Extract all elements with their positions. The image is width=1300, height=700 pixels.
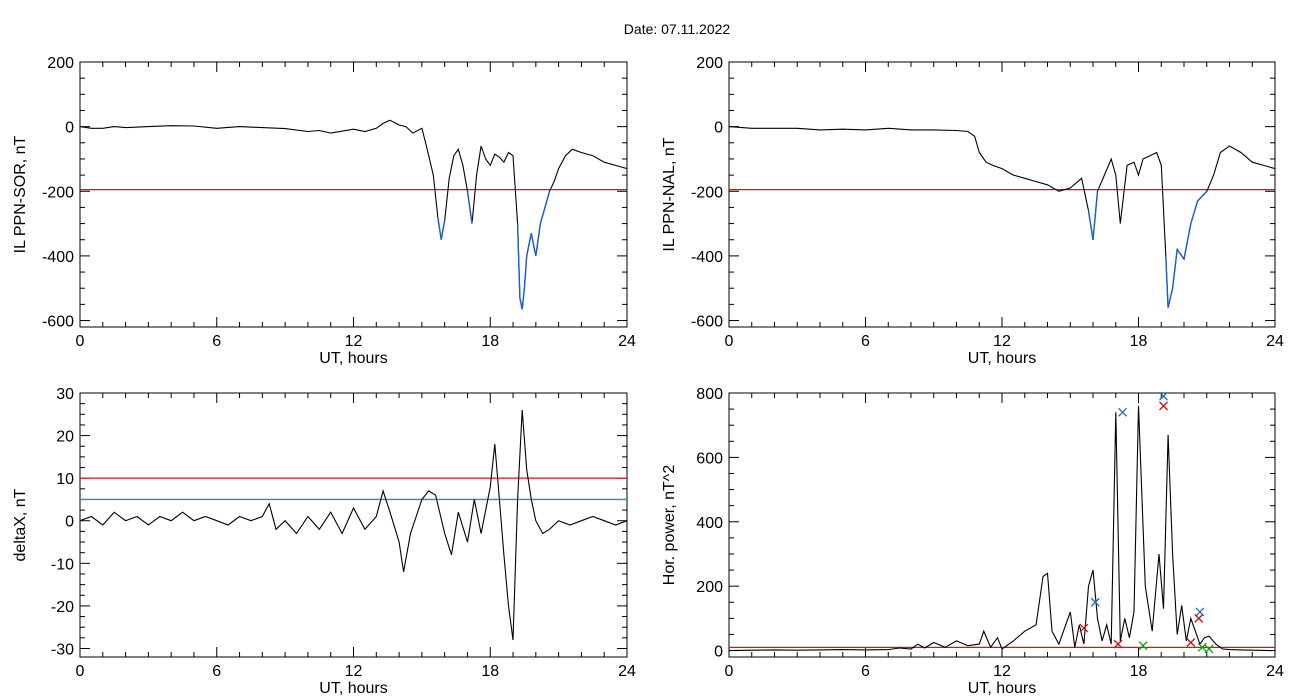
y-tick-label: 30 [56, 386, 74, 403]
x-tick-label: 6 [212, 663, 221, 680]
below-threshold-segment [1165, 255, 1169, 308]
below-threshold-segment [544, 191, 551, 208]
y-axis-label: deltaX, nT [12, 488, 29, 561]
peak-marker [1090, 597, 1100, 607]
below-threshold-segment [523, 255, 528, 289]
y-tick-label: -10 [51, 556, 74, 573]
y-axis-label: IL PPN-SOR, nT [12, 135, 29, 253]
peak-marker [1194, 613, 1204, 623]
panel-nal: 0 6 12 18 24 UT, hours 200 0 -200 -400 -600 IL PPN-… [661, 55, 1284, 367]
panel-deltax: 0 6 12 18 24 UT, hours 30 20 10 0 -10 -20 -30 deltaX,… [12, 386, 636, 697]
x-axis-label: UT, hours [319, 350, 387, 367]
y-axis-label: Hor. power, nT^2 [661, 465, 678, 586]
below-threshold-segment [1167, 288, 1174, 308]
y-tick-label: -600 [691, 314, 723, 331]
below-threshold-segment [516, 223, 521, 298]
peak-marker [1113, 639, 1123, 649]
below-threshold-segment [526, 233, 532, 257]
x-axis-label: UT, hours [968, 680, 1036, 697]
peak-marker [1186, 638, 1196, 647]
y-tick-label: -400 [691, 249, 723, 266]
peak-marker [1159, 401, 1168, 411]
below-threshold-segment [1197, 190, 1208, 202]
below-threshold-segment [440, 220, 446, 240]
x-tick-label: 12 [345, 663, 363, 680]
x-tick-label: 18 [481, 333, 499, 350]
y-tick-label: -400 [42, 249, 74, 266]
peak-marker [1159, 391, 1168, 401]
peak-marker [1197, 642, 1207, 652]
x-tick-label: 0 [725, 663, 734, 680]
date-title: Date: 07.11.2022 [624, 21, 731, 37]
x-tick-label: 12 [345, 333, 363, 350]
below-threshold-segment [1092, 191, 1099, 240]
x-tick-label: 0 [725, 333, 734, 350]
peak-marker [1138, 641, 1148, 651]
x-tick-label: 24 [1266, 333, 1284, 350]
y-tick-label: 0 [714, 644, 723, 661]
below-threshold-segment [1171, 249, 1178, 289]
peak-marker [1204, 644, 1214, 654]
panel-sor: 0 6 12 18 24 UT, hours 200 0 -200 -400 -600 IL PPN-… [12, 55, 636, 367]
y-tick-label: -30 [51, 641, 74, 658]
below-threshold-segment [1190, 200, 1199, 224]
y-tick-label: 200 [696, 55, 723, 72]
y-axis-label: IL PPN-NAL, nT [661, 137, 678, 251]
x-tick-label: 18 [481, 663, 499, 680]
below-threshold-segment [437, 217, 442, 240]
peak-marker [1079, 623, 1089, 633]
below-threshold-segment [1087, 210, 1094, 240]
panel-power: 0 6 12 18 24 UT, hours 800 600 400 200 0 Hor. power… [661, 386, 1284, 697]
y-tick-label: 800 [696, 386, 723, 403]
y-tick-label: 20 [56, 429, 74, 446]
y-tick-label: 0 [65, 514, 74, 531]
x-tick-label: 12 [993, 663, 1011, 680]
series-line [79, 119, 628, 310]
plot-frame [728, 392, 1276, 658]
below-threshold-segment [539, 207, 546, 224]
x-tick-label: 6 [212, 333, 221, 350]
x-tick-label: 12 [993, 333, 1011, 350]
below-threshold-segment [466, 191, 473, 224]
below-threshold-segment [535, 223, 542, 257]
x-tick-label: 24 [618, 663, 636, 680]
peak-marker [1118, 407, 1128, 417]
x-tick-label: 18 [1130, 663, 1148, 680]
x-tick-label: 24 [1266, 663, 1284, 680]
x-axis-label: UT, hours [968, 350, 1036, 367]
y-tick-label: -200 [691, 184, 723, 201]
y-tick-label: 600 [696, 450, 723, 467]
x-tick-label: 18 [1130, 333, 1148, 350]
y-tick-label: -600 [42, 314, 74, 331]
series-line [728, 405, 1276, 652]
below-threshold-segment [530, 233, 537, 257]
plot-frame [79, 392, 628, 658]
below-threshold-segment [1183, 223, 1192, 260]
x-tick-label: 0 [76, 663, 85, 680]
x-tick-label: 0 [76, 333, 85, 350]
y-tick-label: 200 [696, 579, 723, 596]
y-tick-label: 0 [714, 120, 723, 137]
y-tick-label: -200 [42, 184, 74, 201]
x-axis-label: UT, hours [319, 680, 387, 697]
y-tick-label: -20 [51, 599, 74, 616]
y-tick-label: 10 [56, 471, 74, 488]
y-tick-label: 400 [696, 515, 723, 532]
x-tick-label: 24 [618, 333, 636, 350]
plot-frame [728, 61, 1276, 328]
y-tick-label: 200 [47, 55, 74, 72]
below-threshold-segment [521, 288, 526, 310]
plot-frame [79, 61, 628, 328]
y-tick-label: 0 [65, 120, 74, 137]
series-line [79, 409, 628, 641]
x-tick-label: 6 [861, 663, 870, 680]
x-tick-label: 6 [861, 333, 870, 350]
below-threshold-segment [1176, 249, 1185, 260]
